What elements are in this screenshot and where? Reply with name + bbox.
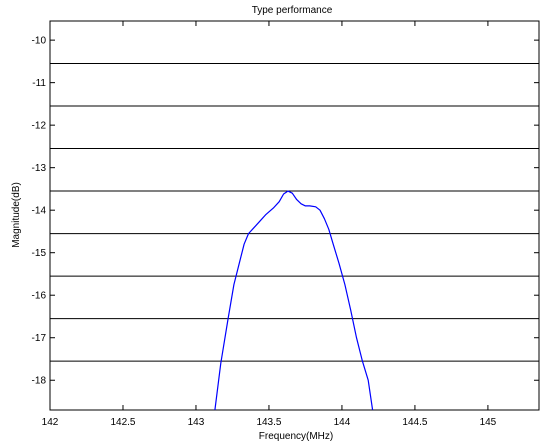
plot-area [49,20,540,411]
y-axis-label: Magnitude(dB) [11,182,22,248]
x-tick-label: 142 [42,417,59,428]
y-tick-label: -11 [32,78,46,89]
x-tick-label: 145 [480,417,497,428]
y-tick-label: -15 [32,248,47,259]
y-tick-label: -16 [32,291,47,302]
series-layer [214,190,374,411]
x-tick-label: 144 [334,417,351,428]
x-axis-ticks: 142 142.5 143 143.5 144 144.5 145 [42,21,497,428]
y-tick-label: -10 [32,36,47,47]
y-tick-label: -18 [32,376,47,387]
x-tick-label: 143 [188,417,205,428]
x-tick-label: 143.5 [256,417,281,428]
y-tick-label: -13 [32,163,47,174]
y-tick-label: -12 [32,121,47,132]
y-axis-ticks: -10 -11 -12 -13 -14 -15 -16 -17 -18 [32,36,539,387]
x-axis-label: Frequency(MHz) [259,431,333,442]
y-tick-label: -14 [32,206,47,217]
chart-title: Type performance [252,5,333,16]
x-tick-label: 144.5 [402,417,427,428]
y-tick-label: -17 [32,333,47,344]
series-line [214,190,374,411]
x-tick-label: 142.5 [110,417,135,428]
reference-lines [50,63,539,362]
